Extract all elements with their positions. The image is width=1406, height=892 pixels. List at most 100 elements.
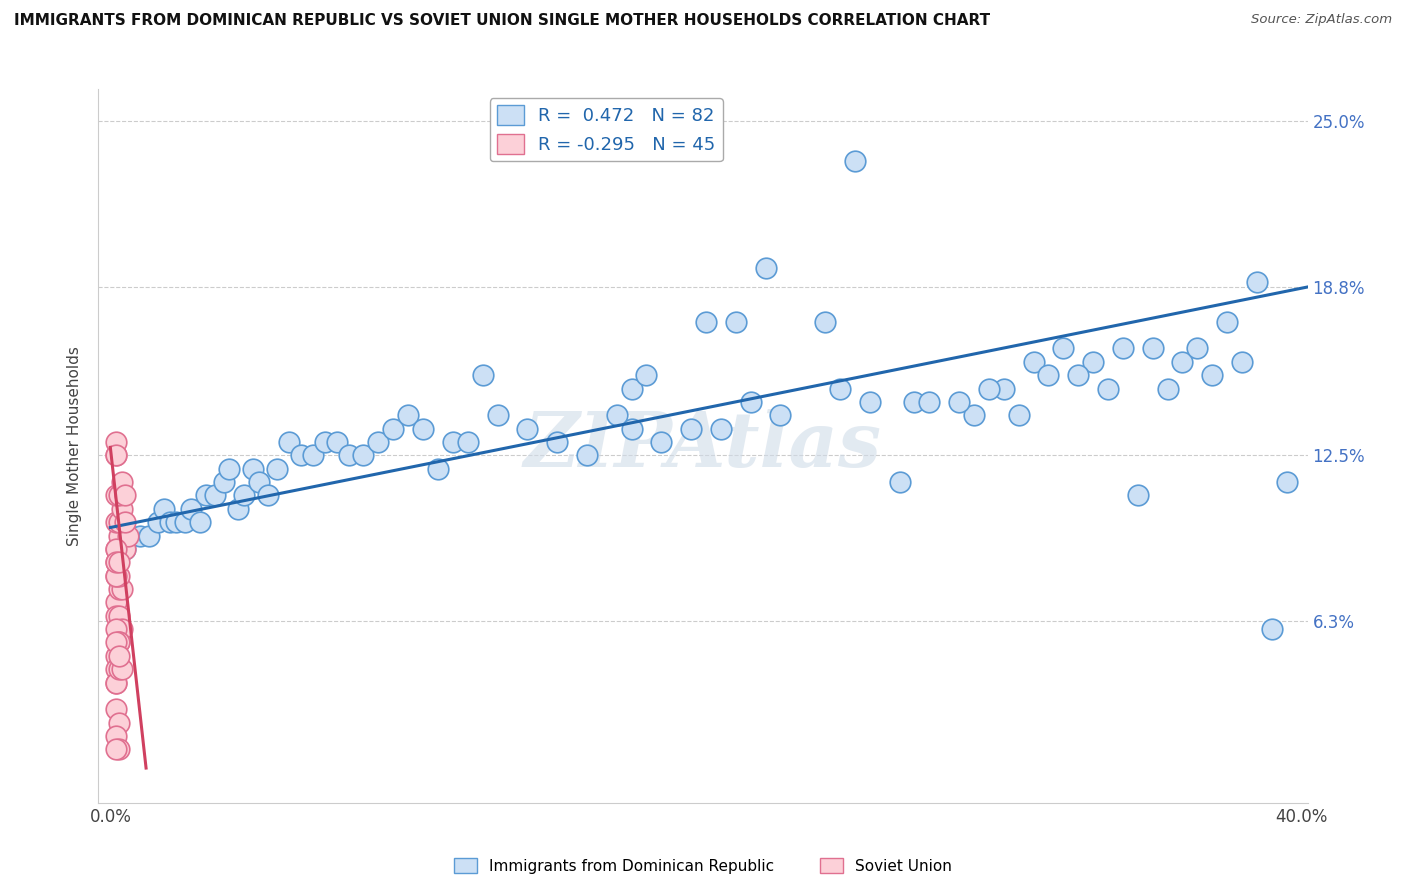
Point [105,448,128,462]
Point [111,475,134,489]
Point [120,528,142,542]
Point [114,541,136,556]
Point [105,541,128,556]
Point [105,635,128,649]
Point [1097,382,1119,396]
Point [105,675,128,690]
Point [889,475,911,489]
Point [257,488,280,502]
Point [105,568,128,582]
Point [620,382,643,396]
Point [108,582,131,596]
Point [247,475,270,489]
Point [426,461,449,475]
Point [105,742,128,756]
Text: ZIPAtlas: ZIPAtlas [524,409,882,483]
Point [111,541,134,556]
Point [1052,342,1074,356]
Point [108,715,131,730]
Point [314,435,336,450]
Point [105,702,128,716]
Point [1081,355,1104,369]
Point [165,515,187,529]
Point [1201,368,1223,383]
Point [828,382,851,396]
Point [606,409,628,423]
Point [1246,275,1268,289]
Text: IMMIGRANTS FROM DOMINICAN REPUBLIC VS SOVIET UNION SINGLE MOTHER HOUSEHOLDS CORR: IMMIGRANTS FROM DOMINICAN REPUBLIC VS SO… [14,13,990,29]
Point [993,382,1015,396]
Point [105,448,128,462]
Point [290,448,312,462]
Point [337,448,360,462]
Point [105,488,128,502]
Point [1156,382,1178,396]
Point [620,422,643,436]
Point [108,608,131,623]
Point [278,435,301,450]
Point [111,662,134,676]
Point [108,648,131,663]
Point [367,435,389,450]
Point [114,541,136,556]
Point [108,635,131,649]
Point [114,515,136,529]
Point [117,528,139,542]
Point [963,409,986,423]
Point [188,515,211,529]
Point [486,409,509,423]
Point [108,555,131,569]
Point [173,515,195,529]
Point [1022,355,1045,369]
Point [681,422,703,436]
Point [108,568,131,582]
Legend: Immigrants from Dominican Republic, Soviet Union: Immigrants from Dominican Republic, Sovi… [449,852,957,880]
Point [710,422,733,436]
Point [212,475,235,489]
Point [977,382,1000,396]
Point [859,395,882,409]
Point [105,595,128,609]
Point [108,662,131,676]
Point [108,515,131,529]
Point [1275,475,1298,489]
Point [636,368,658,383]
Point [153,501,176,516]
Point [105,515,128,529]
Point [108,528,131,542]
Point [1230,355,1253,369]
Text: Source: ZipAtlas.com: Source: ZipAtlas.com [1251,13,1392,27]
Point [204,488,226,502]
Legend: R =  0.472   N = 82, R = -0.295   N = 45: R = 0.472 N = 82, R = -0.295 N = 45 [489,98,723,161]
Point [105,435,128,450]
Point [575,448,598,462]
Point [353,448,375,462]
Point [1261,622,1284,636]
Point [516,422,538,436]
Point [412,422,434,436]
Point [105,608,128,623]
Point [1142,342,1164,356]
Point [105,555,128,569]
Point [918,395,941,409]
Point [1067,368,1090,383]
Point [105,622,128,636]
Point [228,501,250,516]
Point [724,315,747,329]
Point [471,368,494,383]
Point [111,622,134,636]
Point [903,395,925,409]
Point [302,448,325,462]
Point [114,488,136,502]
Point [105,729,128,743]
Point [108,742,131,756]
Point [138,528,160,542]
Point [108,635,131,649]
Point [441,435,464,450]
Point [108,488,131,502]
Point [695,315,717,329]
Point [1008,409,1031,423]
Point [948,395,970,409]
Point [382,422,405,436]
Point [1038,368,1060,383]
